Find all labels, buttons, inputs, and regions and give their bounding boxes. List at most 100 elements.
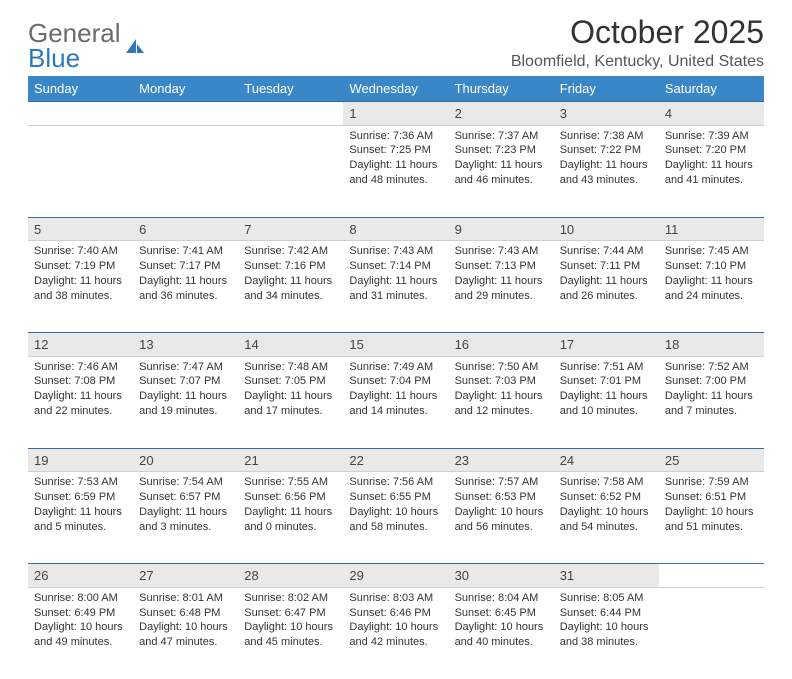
sunset-text: Sunset: 7:22 PM (560, 143, 653, 158)
daylight-text: Daylight: 11 hours and 38 minutes. (34, 274, 127, 304)
daylight-text: Daylight: 11 hours and 22 minutes. (34, 389, 127, 419)
sunset-text: Sunset: 6:55 PM (349, 490, 442, 505)
day-number-row: 567891011 (28, 217, 764, 241)
day-cell: Sunrise: 8:04 AMSunset: 6:45 PMDaylight:… (449, 587, 554, 679)
daylight-text: Daylight: 10 hours and 49 minutes. (34, 620, 127, 650)
day-number: 9 (449, 217, 554, 241)
day-cell (238, 125, 343, 217)
sunrise-text: Sunrise: 7:43 AM (349, 244, 442, 259)
day-header: Wednesday (343, 76, 448, 102)
day-cell: Sunrise: 7:41 AMSunset: 7:17 PMDaylight:… (133, 241, 238, 333)
daylight-text: Daylight: 11 hours and 26 minutes. (560, 274, 653, 304)
day-content-row: Sunrise: 7:53 AMSunset: 6:59 PMDaylight:… (28, 472, 764, 564)
day-cell (133, 125, 238, 217)
daylight-text: Daylight: 11 hours and 3 minutes. (139, 505, 232, 535)
day-number: 4 (659, 102, 764, 126)
day-header: Thursday (449, 76, 554, 102)
day-cell: Sunrise: 8:00 AMSunset: 6:49 PMDaylight:… (28, 587, 133, 679)
day-number: 19 (28, 448, 133, 472)
sunset-text: Sunset: 6:52 PM (560, 490, 653, 505)
daylight-text: Daylight: 11 hours and 48 minutes. (349, 158, 442, 188)
day-number: 5 (28, 217, 133, 241)
day-number: 21 (238, 448, 343, 472)
day-number: 3 (554, 102, 659, 126)
day-number: 12 (28, 333, 133, 357)
sunrise-text: Sunrise: 7:48 AM (244, 360, 337, 375)
day-content-row: Sunrise: 8:00 AMSunset: 6:49 PMDaylight:… (28, 587, 764, 679)
day-content-row: Sunrise: 7:40 AMSunset: 7:19 PMDaylight:… (28, 241, 764, 333)
sunrise-text: Sunrise: 8:02 AM (244, 591, 337, 606)
day-number: 13 (133, 333, 238, 357)
daylight-text: Daylight: 10 hours and 58 minutes. (349, 505, 442, 535)
calendar-table: Sunday Monday Tuesday Wednesday Thursday… (28, 76, 764, 679)
sunrise-text: Sunrise: 7:47 AM (139, 360, 232, 375)
day-number-row: 262728293031 (28, 564, 764, 588)
daylight-text: Daylight: 11 hours and 34 minutes. (244, 274, 337, 304)
sail-icon (124, 31, 146, 49)
day-number: 30 (449, 564, 554, 588)
day-cell: Sunrise: 8:05 AMSunset: 6:44 PMDaylight:… (554, 587, 659, 679)
sunset-text: Sunset: 7:25 PM (349, 143, 442, 158)
day-number: 29 (343, 564, 448, 588)
sunrise-text: Sunrise: 7:39 AM (665, 129, 758, 144)
sunrise-text: Sunrise: 8:00 AM (34, 591, 127, 606)
day-cell: Sunrise: 7:56 AMSunset: 6:55 PMDaylight:… (343, 472, 448, 564)
day-header-row: Sunday Monday Tuesday Wednesday Thursday… (28, 76, 764, 102)
day-number: 20 (133, 448, 238, 472)
day-number: 18 (659, 333, 764, 357)
sunrise-text: Sunrise: 7:49 AM (349, 360, 442, 375)
sunset-text: Sunset: 7:16 PM (244, 259, 337, 274)
daylight-text: Daylight: 11 hours and 46 minutes. (455, 158, 548, 188)
day-cell (659, 587, 764, 679)
day-header: Saturday (659, 76, 764, 102)
sunset-text: Sunset: 7:07 PM (139, 374, 232, 389)
page-title: October 2025 (511, 14, 764, 51)
day-content-row: Sunrise: 7:46 AMSunset: 7:08 PMDaylight:… (28, 356, 764, 448)
day-number (133, 102, 238, 126)
sunset-text: Sunset: 7:20 PM (665, 143, 758, 158)
sunset-text: Sunset: 6:57 PM (139, 490, 232, 505)
sunrise-text: Sunrise: 7:50 AM (455, 360, 548, 375)
day-header: Monday (133, 76, 238, 102)
sunrise-text: Sunrise: 8:03 AM (349, 591, 442, 606)
day-cell: Sunrise: 7:43 AMSunset: 7:14 PMDaylight:… (343, 241, 448, 333)
day-number: 26 (28, 564, 133, 588)
sunset-text: Sunset: 7:17 PM (139, 259, 232, 274)
day-number (659, 564, 764, 588)
sunset-text: Sunset: 7:00 PM (665, 374, 758, 389)
day-cell: Sunrise: 7:59 AMSunset: 6:51 PMDaylight:… (659, 472, 764, 564)
sunset-text: Sunset: 7:19 PM (34, 259, 127, 274)
header: GeneralBlue October 2025 Bloomfield, Ken… (28, 14, 764, 74)
daylight-text: Daylight: 10 hours and 56 minutes. (455, 505, 548, 535)
day-cell (28, 125, 133, 217)
sunset-text: Sunset: 7:05 PM (244, 374, 337, 389)
day-cell: Sunrise: 7:57 AMSunset: 6:53 PMDaylight:… (449, 472, 554, 564)
sunset-text: Sunset: 6:44 PM (560, 606, 653, 621)
sunset-text: Sunset: 7:01 PM (560, 374, 653, 389)
sunrise-text: Sunrise: 7:42 AM (244, 244, 337, 259)
day-cell: Sunrise: 7:58 AMSunset: 6:52 PMDaylight:… (554, 472, 659, 564)
sunset-text: Sunset: 6:46 PM (349, 606, 442, 621)
day-cell: Sunrise: 8:02 AMSunset: 6:47 PMDaylight:… (238, 587, 343, 679)
day-cell: Sunrise: 7:46 AMSunset: 7:08 PMDaylight:… (28, 356, 133, 448)
day-number: 16 (449, 333, 554, 357)
daylight-text: Daylight: 11 hours and 14 minutes. (349, 389, 442, 419)
day-cell: Sunrise: 7:43 AMSunset: 7:13 PMDaylight:… (449, 241, 554, 333)
day-cell: Sunrise: 7:54 AMSunset: 6:57 PMDaylight:… (133, 472, 238, 564)
daylight-text: Daylight: 10 hours and 40 minutes. (455, 620, 548, 650)
day-number (28, 102, 133, 126)
daylight-text: Daylight: 10 hours and 47 minutes. (139, 620, 232, 650)
daylight-text: Daylight: 11 hours and 36 minutes. (139, 274, 232, 304)
daylight-text: Daylight: 10 hours and 51 minutes. (665, 505, 758, 535)
sunset-text: Sunset: 7:23 PM (455, 143, 548, 158)
day-cell: Sunrise: 7:48 AMSunset: 7:05 PMDaylight:… (238, 356, 343, 448)
daylight-text: Daylight: 10 hours and 54 minutes. (560, 505, 653, 535)
day-cell: Sunrise: 7:37 AMSunset: 7:23 PMDaylight:… (449, 125, 554, 217)
sunrise-text: Sunrise: 7:45 AM (665, 244, 758, 259)
day-header: Sunday (28, 76, 133, 102)
sunset-text: Sunset: 7:08 PM (34, 374, 127, 389)
day-number-row: 12131415161718 (28, 333, 764, 357)
day-header: Friday (554, 76, 659, 102)
daylight-text: Daylight: 11 hours and 29 minutes. (455, 274, 548, 304)
day-cell: Sunrise: 7:52 AMSunset: 7:00 PMDaylight:… (659, 356, 764, 448)
